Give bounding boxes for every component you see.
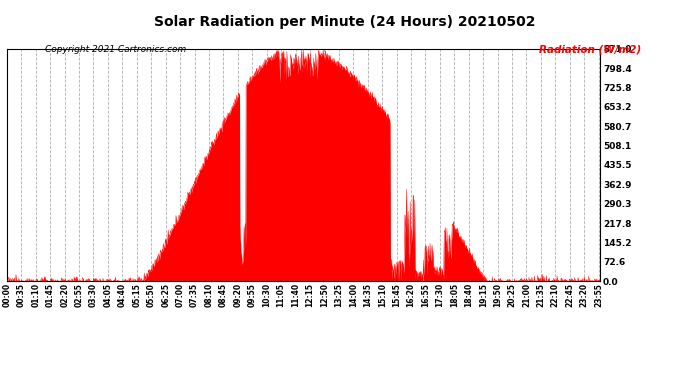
Text: Radiation (W/m2): Radiation (W/m2) <box>540 45 642 55</box>
Text: Copyright 2021 Cartronics.com: Copyright 2021 Cartronics.com <box>45 45 186 54</box>
Text: Solar Radiation per Minute (24 Hours) 20210502: Solar Radiation per Minute (24 Hours) 20… <box>155 15 535 29</box>
